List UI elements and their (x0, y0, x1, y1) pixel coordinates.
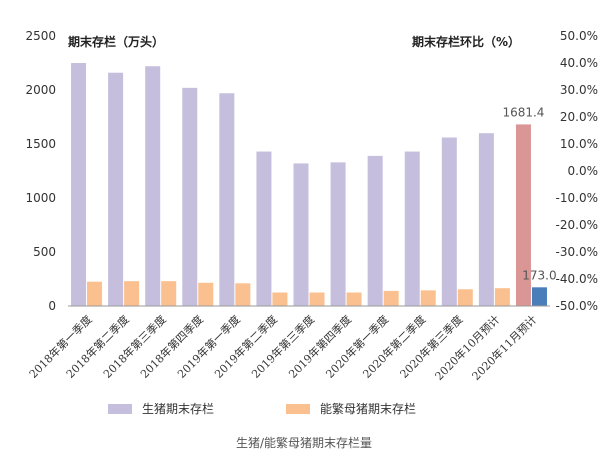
bar-sow (531, 287, 547, 306)
legend-swatch-hog (108, 404, 132, 414)
right-tick-label: -20.0% (556, 218, 598, 232)
left-tick-label: 0 (48, 299, 56, 313)
bar-hog (367, 155, 383, 306)
category-label: 2020年第一季度 (323, 312, 392, 381)
right-tick-label: 40.0% (560, 56, 598, 70)
bar-hog (515, 124, 531, 306)
legend: 生猪期末存栏 能繁母猪期末存栏 (108, 401, 416, 416)
category-label: 2019年第三季度 (249, 312, 318, 381)
bar-sow (198, 282, 214, 306)
legend-swatch-sow (286, 404, 310, 414)
right-tick-label: 0.0% (568, 164, 599, 178)
right-tick-label: -30.0% (556, 245, 598, 259)
bar-sow (420, 290, 436, 306)
legend-label-hog: 生猪期末存栏 (142, 401, 214, 416)
data-label-primary: 1681.4 (502, 105, 544, 119)
bar-sow (161, 281, 177, 306)
left-axis-title: 期末存栏（万头） (68, 34, 164, 49)
right-tick-label: 30.0% (560, 83, 598, 97)
bar-sow (124, 281, 140, 306)
category-labels: 2018年第一季度2018年第二季度2018年第三季度2018年第四季度2019… (26, 312, 540, 383)
bar-hog (108, 72, 124, 306)
right-tick-label: -40.0% (556, 272, 598, 286)
legend-label-sow: 能繁母猪期末存栏 (320, 401, 416, 416)
bar-hog (182, 87, 198, 306)
right-tick-label: 20.0% (560, 110, 598, 124)
bar-sow (494, 288, 510, 306)
bar-hog (219, 93, 235, 307)
left-tick-label: 2500 (25, 29, 56, 43)
category-label: 2020年第三季度 (397, 312, 466, 381)
category-label: 2018年第三季度 (100, 312, 169, 381)
category-label: 2019年第四季度 (286, 312, 355, 381)
right-axis-ticks: -50.0% -40.0% -30.0% -20.0% -10.0% 0.0% 10.0% 2… (556, 29, 598, 313)
bar-sow (87, 281, 103, 306)
bar-hog (256, 151, 272, 306)
bar-hog (145, 66, 161, 307)
bar-sow (309, 292, 325, 306)
bar-hog (478, 133, 494, 306)
category-label: 2020年10月预计 (432, 312, 503, 383)
bar-sow (235, 283, 251, 306)
category-label: 2019年第二季度 (211, 312, 280, 381)
bars (71, 63, 547, 307)
left-tick-label: 500 (33, 245, 56, 259)
caption: 生猪/能繁母猪期末存栏量 (236, 435, 372, 450)
bar-sow (383, 290, 399, 306)
left-tick-label: 1500 (25, 137, 56, 151)
bar-hog (71, 63, 87, 306)
category-label: 2018年第二季度 (63, 312, 132, 381)
category-label: 2020年11月预计 (469, 312, 540, 383)
bar-sow (272, 292, 288, 306)
left-axis-ticks: 0 500 1000 1500 2000 2500 (25, 29, 56, 313)
category-label: 2020年第二季度 (360, 312, 429, 381)
left-tick-label: 2000 (25, 83, 56, 97)
right-tick-label: -10.0% (556, 191, 598, 205)
right-tick-label: -50.0% (556, 299, 598, 313)
bar-hog (441, 137, 457, 306)
bar-sow (346, 292, 362, 306)
data-label-secondary: 173.0 (522, 268, 556, 282)
bar-sow (457, 289, 473, 306)
bar-hog (330, 162, 346, 306)
category-label: 2019年第一季度 (174, 312, 243, 381)
category-label: 2018年第一季度 (26, 312, 95, 381)
left-tick-label: 1000 (25, 191, 56, 205)
right-tick-label: 50.0% (560, 29, 598, 43)
category-label: 2018年第四季度 (137, 312, 206, 381)
right-axis-title: 期末存栏环比（%） (412, 34, 520, 49)
bar-hog (293, 163, 309, 306)
bar-hog (404, 151, 420, 306)
right-tick-label: 10.0% (560, 137, 598, 151)
